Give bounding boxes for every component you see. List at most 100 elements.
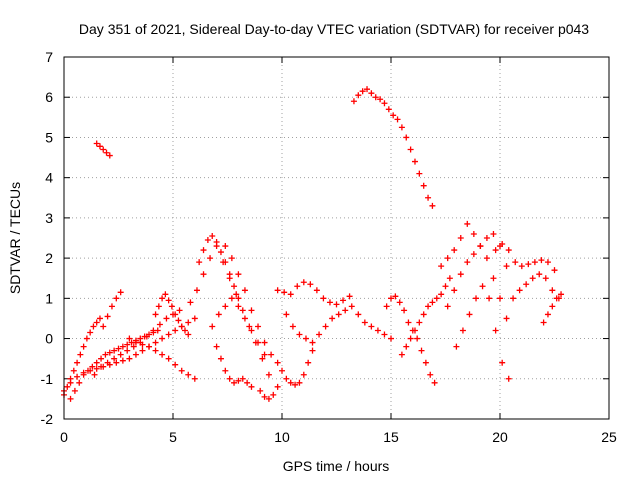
data-point xyxy=(477,243,484,250)
data-point xyxy=(175,317,182,324)
data-point xyxy=(200,271,207,278)
data-point xyxy=(93,319,100,326)
data-point xyxy=(420,182,427,189)
data-point xyxy=(265,371,272,378)
data-point xyxy=(368,323,375,330)
data-point xyxy=(446,275,453,282)
series-arc-d xyxy=(93,140,113,159)
data-point xyxy=(100,146,107,153)
series-arc-g xyxy=(126,335,198,382)
y-tick-label: 1 xyxy=(45,290,53,306)
data-point xyxy=(381,100,388,107)
data-point xyxy=(209,232,216,239)
data-point xyxy=(525,261,532,268)
data-point xyxy=(178,323,185,330)
data-point xyxy=(287,379,294,386)
data-point xyxy=(239,307,246,314)
data-point xyxy=(100,323,107,330)
data-point xyxy=(89,363,96,370)
data-point xyxy=(207,255,214,262)
data-point xyxy=(159,295,166,302)
data-point xyxy=(300,279,307,286)
data-point xyxy=(503,315,510,322)
data-point xyxy=(259,355,266,362)
series-arc-w xyxy=(453,283,512,382)
data-point xyxy=(309,339,316,346)
data-point xyxy=(113,359,120,366)
data-point xyxy=(215,311,222,318)
data-point xyxy=(104,359,111,366)
data-point xyxy=(457,235,464,241)
data-point xyxy=(348,303,355,310)
x-tick-label: 10 xyxy=(274,429,290,445)
data-point xyxy=(119,343,126,350)
data-point xyxy=(292,381,299,388)
data-point xyxy=(516,287,523,294)
data-point xyxy=(139,341,146,348)
series-arc-k xyxy=(209,295,268,358)
data-point xyxy=(77,351,84,358)
data-point xyxy=(512,259,519,266)
data-point xyxy=(531,259,538,266)
data-point xyxy=(422,359,429,366)
data-point xyxy=(193,287,200,294)
data-point xyxy=(90,323,97,330)
data-point xyxy=(228,255,235,262)
data-point xyxy=(200,247,207,254)
data-point xyxy=(385,106,392,113)
data-point xyxy=(518,263,525,270)
data-point xyxy=(309,347,316,354)
data-point xyxy=(80,343,87,350)
data-point xyxy=(222,259,229,266)
y-axis-label: SDTVAR / TECUs xyxy=(7,182,23,294)
data-point xyxy=(342,307,349,314)
data-point xyxy=(499,359,506,366)
data-point xyxy=(226,375,233,382)
data-point xyxy=(294,283,301,290)
y-tick-label: 3 xyxy=(45,210,53,226)
data-point xyxy=(268,351,275,358)
series-arc-p xyxy=(274,347,316,388)
data-point xyxy=(235,295,242,302)
y-tick-label: 4 xyxy=(45,170,53,186)
series-arc-t xyxy=(398,275,453,358)
data-point xyxy=(204,237,211,244)
data-point xyxy=(283,311,290,318)
data-point xyxy=(433,295,440,302)
data-point xyxy=(483,235,490,241)
data-point xyxy=(222,367,229,374)
data-point xyxy=(390,112,397,119)
data-point xyxy=(248,383,255,390)
series-arc-u xyxy=(438,220,510,322)
data-point xyxy=(296,331,303,338)
data-point xyxy=(505,375,512,382)
data-point xyxy=(93,365,100,372)
data-point xyxy=(64,383,71,390)
series-arc-o xyxy=(274,279,353,308)
data-point xyxy=(248,327,255,334)
data-point xyxy=(217,355,224,362)
data-point xyxy=(444,255,451,262)
data-point xyxy=(246,323,253,330)
data-point xyxy=(313,287,320,294)
series-arc-h xyxy=(152,291,192,338)
data-point xyxy=(503,263,510,270)
data-point xyxy=(124,341,131,348)
data-point xyxy=(241,287,248,294)
y-tick-label: 5 xyxy=(45,129,53,145)
data-point xyxy=(281,289,288,296)
data-point xyxy=(191,315,198,322)
data-point xyxy=(529,275,536,282)
data-point xyxy=(407,335,414,342)
data-point xyxy=(76,379,83,386)
data-point xyxy=(255,339,262,346)
data-point xyxy=(165,331,172,338)
data-point xyxy=(438,263,445,270)
data-point xyxy=(381,331,388,338)
data-point xyxy=(257,387,264,394)
data-point xyxy=(414,335,421,342)
data-point xyxy=(155,303,162,310)
data-point xyxy=(231,283,238,290)
data-point xyxy=(261,351,268,358)
data-point xyxy=(333,301,340,308)
